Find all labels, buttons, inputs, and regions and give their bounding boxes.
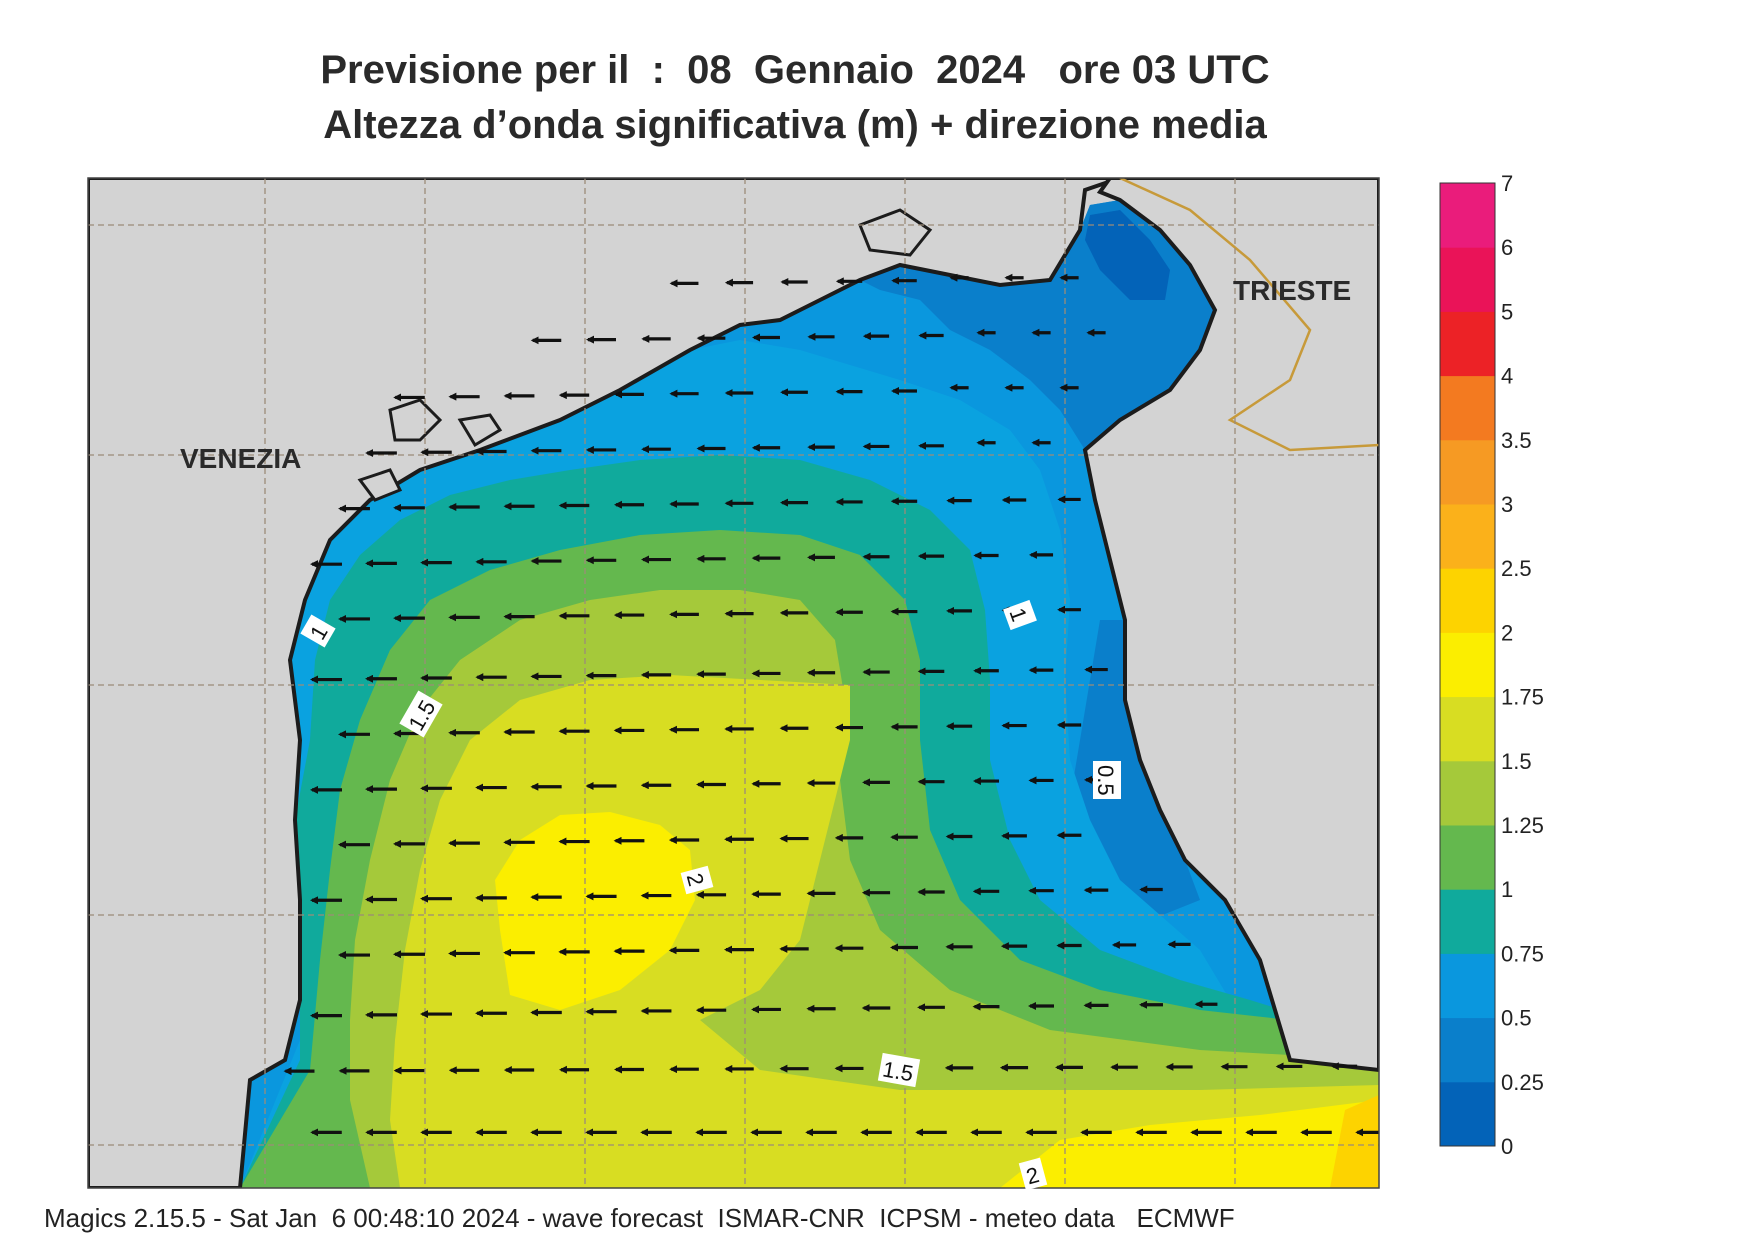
legend-swatch [1440, 568, 1495, 633]
legend-tick-label: 5 [1501, 299, 1513, 324]
land-east-coast [1082, 178, 1379, 1073]
legend-tick-label: 1.75 [1501, 685, 1544, 710]
svg-text:0.5: 0.5 [1093, 765, 1118, 796]
legend-swatch [1440, 504, 1495, 569]
sea-band-0 [1085, 210, 1170, 300]
contour-label: 1 [300, 614, 336, 648]
legend-swatch [1440, 247, 1495, 312]
legend-tick-label: 1 [1501, 877, 1513, 902]
legend-swatch [1440, 696, 1495, 762]
legend-swatch [1440, 375, 1495, 441]
legend-tick-label: 2.5 [1501, 556, 1532, 581]
legend-tick-label: 3 [1501, 492, 1513, 517]
legend-tick-label: 0.75 [1501, 941, 1544, 966]
city-label-venezia: VENEZIA [180, 443, 301, 474]
legend-swatch [1440, 311, 1495, 377]
contour-label: 2 [1018, 1157, 1048, 1191]
legend-tick-label: 7 [1501, 171, 1513, 196]
contour-label: 1.5 [877, 1052, 921, 1088]
legend-swatch [1440, 1017, 1495, 1083]
legend-swatch [1440, 760, 1495, 826]
legend-swatch [1440, 825, 1495, 890]
contour-label: 1 [1003, 599, 1037, 631]
legend-swatch [1440, 889, 1495, 954]
city-label-trieste: TRIESTE [1233, 275, 1351, 306]
legend-frame [1439, 182, 1496, 1147]
legend-tick-label: 0 [1501, 1134, 1513, 1159]
contour-label: 2 [680, 865, 714, 895]
sea-band-2-south [1000, 1100, 1379, 1188]
lagoon-islands [357, 208, 933, 502]
footer-credits: Magics 2.15.5 - Sat Jan 6 00:48:10 2024 … [44, 1203, 1235, 1233]
legend-swatch [1440, 632, 1495, 698]
sea-band-1-75 [390, 675, 1379, 1188]
map-frame [87, 177, 1380, 1189]
legend-tick-label: 1.5 [1501, 749, 1532, 774]
country-border [1119, 178, 1379, 452]
svg-text:1.5: 1.5 [881, 1056, 915, 1086]
direction-arrows [283, 273, 1379, 1137]
legend-tick-label: 3.5 [1501, 428, 1532, 453]
legend-swatch [1440, 1081, 1495, 1147]
colorbar-legend: 0 0.25 0.5 0.75 1 1.25 1.5 1.75 2 2.5 3 3.5 4 5 6 7 [1439, 171, 1544, 1159]
legend-swatch [1440, 439, 1495, 505]
legend-tick-label: 2 [1501, 620, 1513, 645]
title-line-2: Altezza d’onda significativa (m) + direz… [323, 103, 1267, 147]
contour-label: 0.5 [1093, 761, 1121, 799]
legend-swatch [1440, 953, 1495, 1019]
legend-swatch [1440, 183, 1495, 248]
sea-band-2-core [495, 812, 695, 1010]
graticule [88, 178, 1379, 1188]
title-line-1: Previsione per il : 08 Gennaio 2024 ore … [320, 48, 1270, 92]
legend-tick-label: 0.25 [1501, 1070, 1544, 1095]
legend-tick-label: 0.5 [1501, 1006, 1532, 1031]
legend-tick-label: 4 [1501, 364, 1513, 389]
legend-tick-label: 1.25 [1501, 813, 1544, 838]
legend-tick-label: 6 [1501, 235, 1513, 260]
sea-band-2-5 [1330, 1095, 1379, 1188]
